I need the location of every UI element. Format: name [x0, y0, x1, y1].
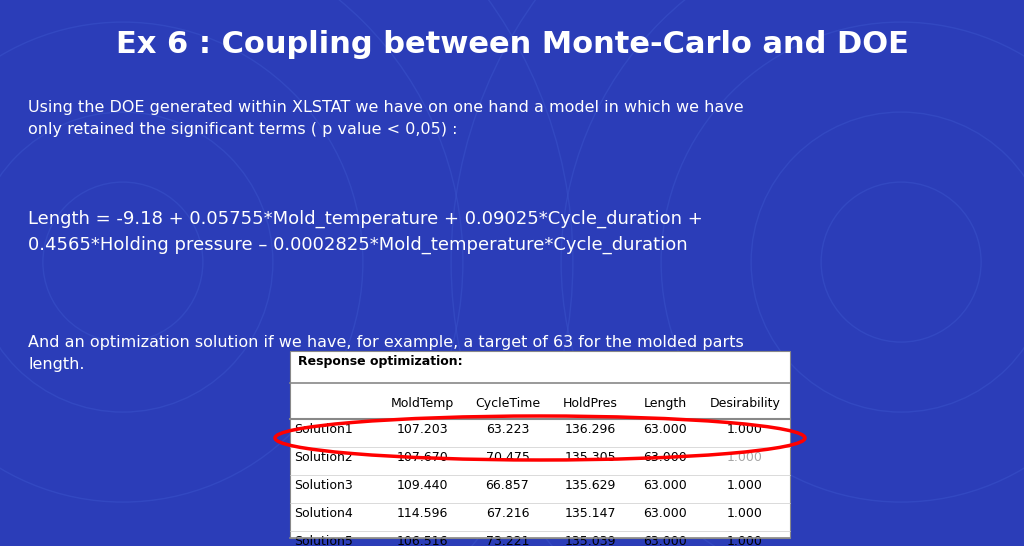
Text: 109.440: 109.440 [396, 479, 449, 492]
Text: 107.203: 107.203 [396, 423, 449, 436]
Text: Solution3: Solution3 [294, 479, 352, 492]
Text: 1.000: 1.000 [727, 535, 763, 546]
Text: 135.305: 135.305 [564, 451, 615, 464]
Text: 63.000: 63.000 [643, 507, 687, 520]
Text: Using the DOE generated within XLSTAT we have on one hand a model in which we ha: Using the DOE generated within XLSTAT we… [28, 100, 743, 137]
Text: 66.857: 66.857 [485, 479, 529, 492]
Text: 1.000: 1.000 [727, 507, 763, 520]
Text: 1.000: 1.000 [727, 479, 763, 492]
Text: 63.000: 63.000 [643, 479, 687, 492]
Text: 63.223: 63.223 [485, 423, 529, 436]
Text: MoldTemp: MoldTemp [391, 397, 454, 410]
Text: And an optimization solution if we have, for example, a target of 63 for the mol: And an optimization solution if we have,… [28, 335, 743, 372]
Text: 135.039: 135.039 [564, 535, 615, 546]
Text: 135.147: 135.147 [564, 507, 615, 520]
Text: 63.000: 63.000 [643, 423, 687, 436]
Text: Solution4: Solution4 [294, 507, 352, 520]
Text: 136.296: 136.296 [564, 423, 615, 436]
Text: Desirability: Desirability [710, 397, 780, 410]
Text: 63.000: 63.000 [643, 451, 687, 464]
Text: 114.596: 114.596 [397, 507, 449, 520]
Text: 1.000: 1.000 [727, 423, 763, 436]
Text: 1.000: 1.000 [727, 451, 763, 464]
Text: Solution5: Solution5 [294, 535, 353, 546]
Text: Solution1: Solution1 [294, 423, 352, 436]
Text: 63.000: 63.000 [643, 535, 687, 546]
Text: 107.670: 107.670 [396, 451, 449, 464]
Text: HoldPres: HoldPres [562, 397, 617, 410]
Text: 73.221: 73.221 [485, 535, 529, 546]
Text: 70.475: 70.475 [485, 451, 529, 464]
Text: 135.629: 135.629 [564, 479, 615, 492]
Text: 106.516: 106.516 [396, 535, 449, 546]
Text: 67.216: 67.216 [485, 507, 529, 520]
Text: Length = -9.18 + 0.05755*Mold_temperature + 0.09025*Cycle_duration +
0.4565*Hold: Length = -9.18 + 0.05755*Mold_temperatur… [28, 210, 702, 253]
Text: Ex 6 : Coupling between Monte-Carlo and DOE: Ex 6 : Coupling between Monte-Carlo and … [116, 30, 908, 59]
Text: Length: Length [643, 397, 686, 410]
Text: Response optimization:: Response optimization: [298, 355, 463, 368]
Text: CycleTime: CycleTime [475, 397, 540, 410]
Bar [290, 351, 790, 538]
Text: Solution2: Solution2 [294, 451, 352, 464]
